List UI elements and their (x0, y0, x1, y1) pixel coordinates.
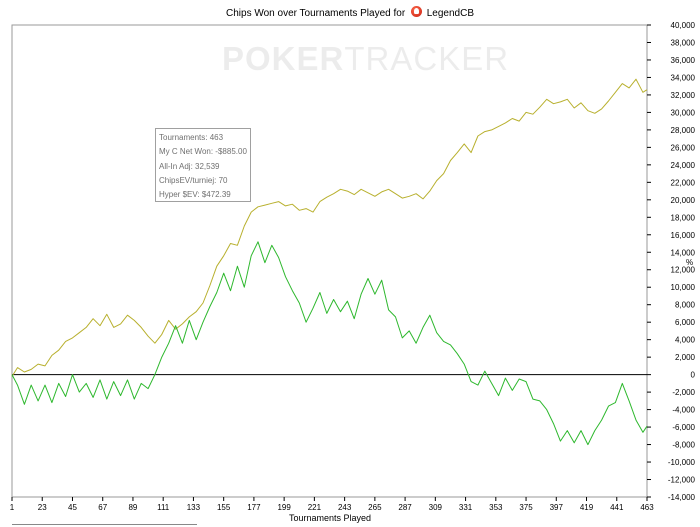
x-tick-label: 23 (38, 503, 47, 512)
y-tick-label: -4,000 (672, 406, 695, 415)
y-tick-label: -6,000 (672, 423, 695, 432)
y-tick-label: 26,000 (671, 143, 696, 152)
player-name: LegendCB (426, 8, 474, 19)
y-tick-label: 0 (691, 371, 696, 380)
tooltip-hyper-ev: Hyper $EV: $472.39 (159, 190, 231, 200)
tooltip-chipsev: ChipsEV/turniej: 70 (159, 175, 228, 185)
y-tick-label: 6,000 (675, 318, 696, 327)
y-tick-label: 20,000 (671, 196, 696, 205)
chart-title: Chips Won over Tournaments Played for Le… (0, 6, 700, 21)
x-axis: 1 23 45 67 89 111 133 155 177 199 221 243 265 287 309 3… (10, 497, 654, 512)
y-tick-label: 10,000 (671, 283, 696, 292)
x-tick-label: 45 (68, 503, 77, 512)
series-line-1 (11, 78, 648, 377)
x-tick-label: 441 (610, 503, 624, 512)
pokertracker-watermark: POKERTRACKER (222, 40, 510, 77)
stats-tooltip: Tournaments: 463 My C Net Won: -$885.00 … (155, 128, 251, 202)
y-tick-label: 36,000 (671, 56, 696, 65)
tooltip-allin-adj: All-In Adj: 32,539 (159, 161, 220, 171)
y-tick-label: 22,000 (671, 178, 696, 187)
x-tick-label: 111 (157, 503, 170, 512)
y-tick-label: 24,000 (671, 161, 696, 170)
y-tick-label: 34,000 (671, 73, 696, 82)
y-tick-label: 14,000 (671, 248, 696, 257)
x-tick-label: 1 (10, 503, 15, 512)
x-tick-label: 353 (489, 503, 503, 512)
x-tick-label: 67 (98, 503, 107, 512)
plot-area (11, 24, 648, 498)
y-tick-label: 38,000 (671, 38, 696, 47)
y-tick-label: 2,000 (675, 353, 696, 362)
y-unit-label: % (686, 258, 694, 267)
chart-title-text: Chips Won over Tournaments Played for (226, 8, 406, 19)
tooltip-net-won: My C Net Won: -$885.00 (159, 147, 247, 157)
x-tick-label: 199 (277, 503, 291, 512)
y-tick-label: 28,000 (671, 126, 696, 135)
y-tick-label: -14,000 (668, 493, 696, 502)
y-tick-label: 12,000 (671, 266, 696, 275)
y-tick-label: 18,000 (671, 213, 696, 222)
x-axis-label: Tournaments Played (288, 513, 372, 523)
pokerstars-logo-icon (410, 6, 422, 17)
x-tick-label: 243 (338, 503, 352, 512)
x-tick-label: 419 (580, 503, 594, 512)
x-tick-label: 89 (128, 503, 137, 512)
y-tick-label: 16,000 (671, 231, 696, 240)
x-tick-label: 265 (368, 503, 382, 512)
x-tick-label: 221 (308, 503, 322, 512)
y-tick-label: 40,000 (671, 21, 696, 30)
x-tick-label: 463 (640, 503, 654, 512)
y-tick-label: 32,000 (671, 91, 696, 100)
y-tick-label: -10,000 (668, 458, 696, 467)
x-tick-label: 309 (429, 503, 443, 512)
y-tick-label: 30,000 (671, 108, 696, 117)
plot-frame (11, 24, 648, 498)
y-tick-label: 8,000 (675, 301, 696, 310)
x-tick-label: 331 (459, 503, 473, 512)
y-tick-label: -12,000 (668, 476, 696, 485)
y-tick-label: 4,000 (675, 336, 696, 345)
series-line-2 (11, 241, 648, 446)
y-tick-label: -8,000 (672, 441, 695, 450)
x-tick-label: 397 (550, 503, 564, 512)
scrollbar-track[interactable] (12, 524, 197, 525)
x-tick-label: 177 (247, 503, 261, 512)
x-tick-label: 375 (519, 503, 533, 512)
x-tick-label: 133 (187, 503, 201, 512)
y-axis: 40,000 38,000 36,000 34,000 32,000 30,000 28,0… (647, 21, 696, 502)
y-tick-label: -2,000 (672, 388, 695, 397)
x-tick-label: 287 (398, 503, 412, 512)
tooltip-tournaments: Tournaments: 463 (159, 133, 224, 142)
x-tick-label: 155 (217, 503, 231, 512)
